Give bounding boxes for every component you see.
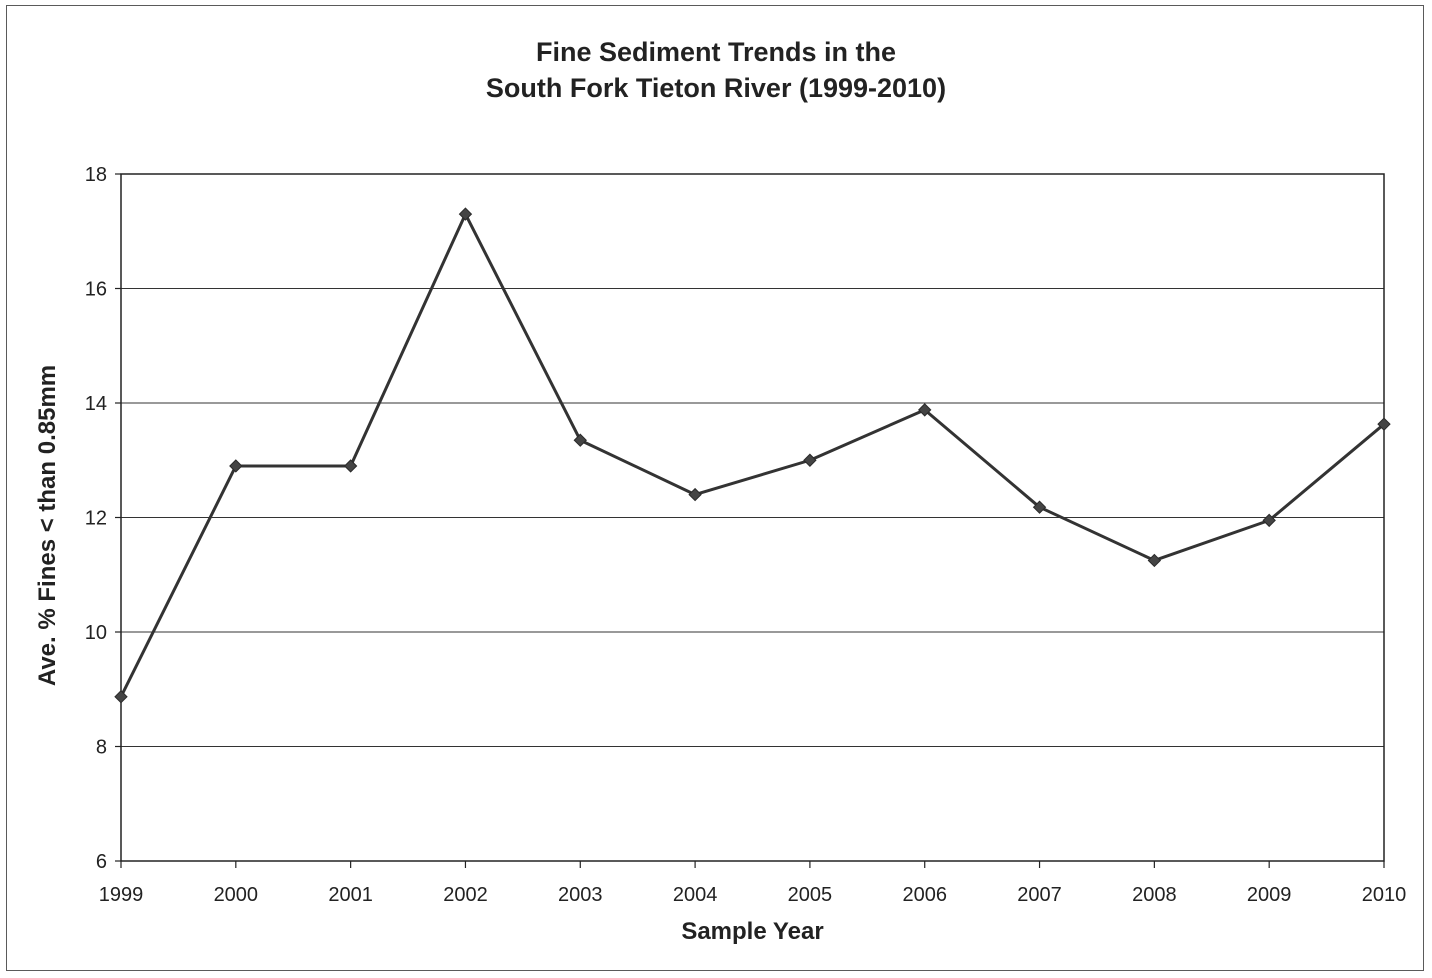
y-tick-label: 18 [85, 164, 107, 186]
x-tick-label: 2001 [328, 884, 373, 906]
y-tick-label: 14 [85, 393, 107, 415]
y-tick-label: 8 [96, 737, 107, 759]
x-tick-label: 2010 [1362, 884, 1407, 906]
data-point-marker [1377, 417, 1391, 431]
x-tick-label: 2005 [788, 884, 833, 906]
data-point-marker [229, 459, 243, 473]
x-tick-label: 2007 [1017, 884, 1062, 906]
y-tick-label: 12 [85, 508, 107, 530]
data-point-marker [1262, 513, 1276, 528]
data-point-marker [918, 403, 932, 417]
x-tick-label: 2006 [902, 884, 947, 906]
data-point-marker [343, 459, 358, 473]
data-point-marker [458, 207, 473, 221]
series-layer [119, 212, 1385, 698]
data-point-marker [1032, 500, 1047, 514]
x-tick-label: 2003 [558, 884, 603, 906]
x-tick-label: 2009 [1247, 884, 1292, 906]
x-axis-title: Sample Year [681, 918, 823, 945]
gridlines [121, 288, 1384, 747]
data-point-marker [1147, 553, 1162, 568]
x-axis-ticks: 1999 2000 2001 2002 2003 2004 2005 2006 2007 2008… [99, 861, 1407, 906]
data-point-marker [803, 453, 817, 467]
x-tick-label: 1999 [99, 884, 144, 906]
x-tick-label: 2004 [673, 884, 718, 906]
data-point-marker [573, 433, 587, 447]
chart-title-block: Fine Sediment Trends in the South Fork T… [0, 34, 1432, 106]
x-tick-label: 2000 [214, 884, 259, 906]
y-axis-ticks: 6 8 10 12 14 16 18 [85, 164, 121, 873]
y-tick-label: 16 [85, 279, 107, 301]
x-tick-label: 2008 [1132, 884, 1177, 906]
data-point-marker [688, 487, 702, 502]
y-tick-label: 10 [85, 622, 107, 644]
chart-subtitle: South Fork Tieton River (1999-2010) [485, 73, 947, 103]
data-point-marker [114, 689, 128, 704]
y-axis-title: Ave. % Fines < than 0.85mm [34, 365, 61, 686]
series-line [119, 212, 1385, 698]
x-tick-label: 2002 [443, 884, 488, 906]
y-tick-label: 6 [96, 851, 107, 873]
marker-layer [114, 207, 1391, 704]
chart-title: Fine Sediment Trends in the [535, 37, 897, 67]
